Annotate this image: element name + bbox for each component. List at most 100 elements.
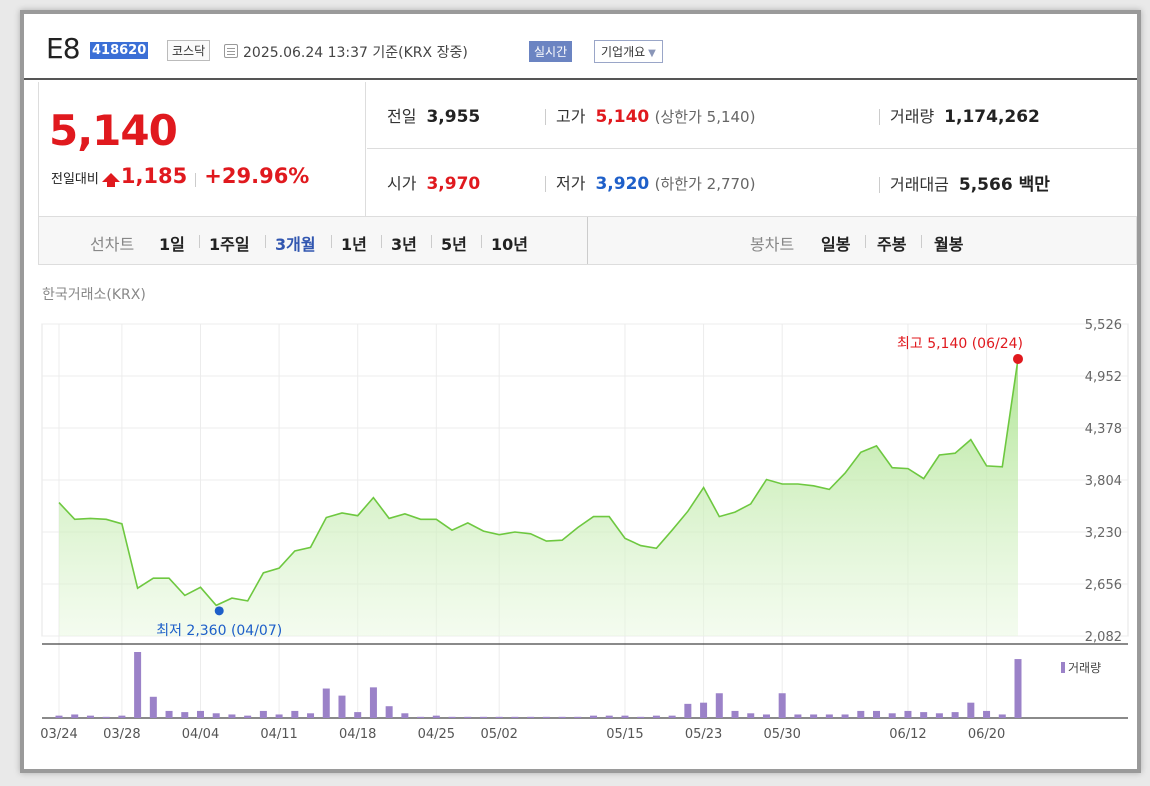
price-line — [58, 358, 1019, 607]
volume-bar — [967, 702, 975, 718]
volume-bar — [338, 695, 346, 718]
volume-bar — [747, 713, 755, 718]
x-tick-label: 04/18 — [339, 727, 376, 742]
volume-bar — [196, 710, 204, 718]
stats-row-1: 전일 3,955 고가 5,140 (상한가 5,140) 거래량 1,174,262 — [367, 82, 1137, 149]
volume-bar — [574, 716, 582, 718]
volume-bar — [558, 716, 566, 718]
volume-bar — [621, 715, 629, 718]
corp-info-dropdown[interactable]: 기업개요 ▼ — [594, 40, 663, 63]
volume-bar — [86, 715, 94, 718]
stock-header: E8 418620 코스닥 2025.06.24 13:37 기준(KRX 장중… — [24, 14, 1137, 80]
up-arrow-icon — [101, 173, 120, 187]
volume-bar — [134, 652, 142, 718]
change-label: 전일대비 — [51, 172, 99, 187]
volume-bar — [684, 703, 692, 718]
x-tick-label: 04/04 — [182, 727, 219, 742]
max-label: 최고 5,140 (06/24) — [897, 336, 1023, 352]
volume-bar — [935, 713, 943, 718]
tab-10y[interactable]: 10년 — [491, 235, 528, 254]
min-label: 최저 2,360 (04/07) — [156, 623, 282, 639]
volume-bar — [1014, 659, 1022, 718]
y-tick-label: 4,378 — [1085, 422, 1122, 437]
y-tick-label: 3,804 — [1085, 474, 1122, 489]
line-chart-label: 선차트 — [90, 235, 135, 254]
calendar-icon — [224, 44, 238, 58]
volume-bar — [511, 716, 519, 718]
change-amount: 1,185 — [120, 164, 188, 188]
volume-bar — [432, 715, 440, 718]
volume-bar — [998, 714, 1006, 718]
volume-bar — [464, 716, 472, 718]
volume-bar — [259, 710, 267, 718]
volume-bar — [715, 693, 723, 718]
volume-bar — [149, 696, 157, 718]
volume-bar — [417, 716, 425, 718]
volume-bar — [165, 710, 173, 718]
volume-bar — [951, 712, 959, 718]
x-tick-label: 04/25 — [418, 727, 455, 742]
volume-bar — [228, 714, 236, 718]
tab-monthly[interactable]: 월봉 — [934, 235, 964, 254]
current-price-box: 5,140 전일대비 1,185 +29.96% — [38, 82, 366, 217]
market-badge: 코스닥 — [167, 40, 211, 61]
volume-bar — [605, 715, 613, 718]
volume-bar — [527, 716, 535, 718]
volume-bar — [354, 712, 362, 718]
volume-bar — [244, 715, 252, 718]
price-chart[interactable]: 5,526 4,952 4,378 3,804 3,230 2,656 2,082 03/24… — [24, 304, 1137, 773]
volume-bar — [322, 688, 330, 718]
volume-bar — [118, 715, 126, 718]
tab-weekly[interactable]: 주봉 — [877, 235, 907, 254]
tab-1d[interactable]: 1일 — [159, 235, 185, 254]
volume-bar — [102, 716, 110, 718]
max-marker — [1013, 353, 1023, 364]
tab-3m[interactable]: 3개월 — [275, 235, 316, 254]
volume-bar — [825, 714, 833, 718]
volume-bar — [983, 710, 991, 718]
corp-info-label: 기업개요 — [601, 45, 646, 59]
min-marker — [214, 606, 224, 616]
volume-bar — [731, 710, 739, 718]
tab-5y[interactable]: 5년 — [441, 235, 467, 254]
tab-3y[interactable]: 3년 — [391, 235, 417, 254]
tab-1w[interactable]: 1주일 — [209, 235, 250, 254]
volume-bar — [778, 693, 786, 718]
volume-bar — [307, 713, 315, 718]
volume-legend-label: 거래량 — [1068, 661, 1101, 675]
x-tick-label: 03/24 — [40, 727, 77, 742]
caret-down-icon: ▼ — [648, 48, 656, 59]
volume-bar — [700, 702, 708, 718]
volume-bar — [275, 714, 283, 718]
volume-bar — [479, 716, 487, 718]
price-area — [59, 359, 1018, 636]
stock-widget: E8 418620 코스닥 2025.06.24 13:37 기준(KRX 장중… — [20, 10, 1141, 773]
chart-tabs: 선차트 1일 1주일 3개월 1년 3년 5년 10년 봉차트 일봉 주봉 월봉 — [38, 216, 1137, 265]
stock-code[interactable]: 418620 — [90, 42, 149, 59]
high-stat: 고가 5,140 (상한가 5,140) — [545, 103, 755, 127]
y-tick-label: 4,952 — [1085, 370, 1122, 385]
volume-bar — [291, 710, 299, 718]
volume-bar — [762, 714, 770, 718]
tab-daily[interactable]: 일봉 — [821, 235, 851, 254]
current-price: 5,140 — [49, 106, 178, 155]
volume-bar — [385, 706, 393, 718]
chart-source: 한국거래소(KRX) — [42, 287, 146, 303]
tab-1y[interactable]: 1년 — [341, 235, 367, 254]
x-tick-label: 03/28 — [103, 727, 140, 742]
x-tick-label: 04/11 — [260, 727, 297, 742]
price-summary: 5,140 전일대비 1,185 +29.96% 전일 3,955 고가 5,140 (… — [38, 82, 1137, 217]
volume-bar — [369, 687, 377, 718]
amount-stat: 거래대금 5,566 백만 — [879, 170, 1050, 195]
realtime-button[interactable]: 실시간 — [529, 41, 573, 62]
volume-bar — [873, 710, 881, 718]
volume-bar — [212, 713, 220, 718]
x-tick-label: 05/30 — [763, 727, 800, 742]
volume-bar — [794, 714, 802, 718]
volume-bar — [590, 715, 598, 718]
x-tick-label: 05/02 — [480, 727, 517, 742]
change-percent: +29.96% — [204, 164, 310, 188]
y-tick-label: 3,230 — [1085, 526, 1122, 541]
volume-bar — [810, 714, 818, 718]
candle-chart-label: 봉차트 — [750, 235, 795, 254]
